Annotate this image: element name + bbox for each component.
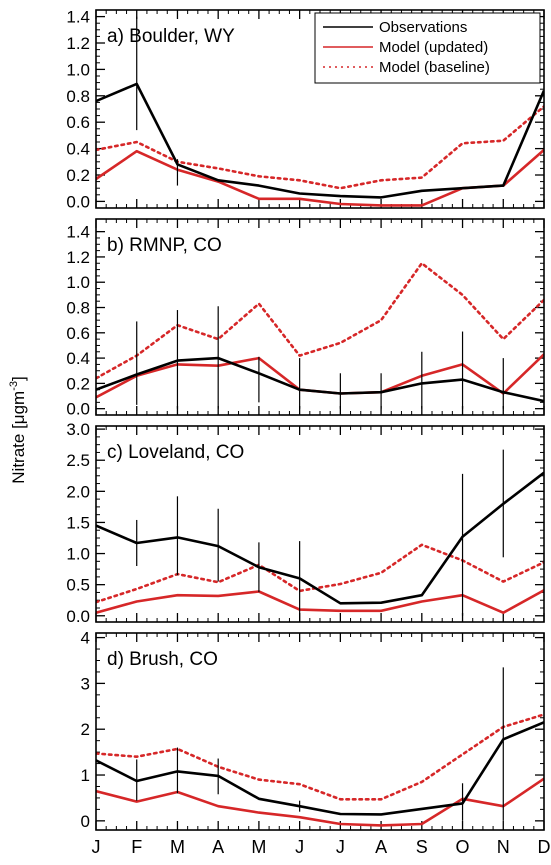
series-line-model-updated bbox=[96, 148, 544, 207]
y-axis-label-superscript: -3 bbox=[8, 381, 20, 391]
y-tick-label: 1.2 bbox=[66, 248, 90, 267]
series-line-observations bbox=[96, 471, 544, 605]
x-tick-label: J bbox=[92, 837, 101, 857]
y-tick-label: 1.5 bbox=[66, 513, 90, 532]
legend-box bbox=[314, 12, 541, 84]
series-line-observations bbox=[96, 356, 544, 403]
y-tick-label: 2.5 bbox=[66, 451, 90, 470]
y-tick-label: 3.0 bbox=[66, 420, 90, 439]
panel-1: 0.0 0.2 0.4 0.6 0.8 1.0 1.2 1.4 a) Boulder, WY bbox=[66, 8, 545, 211]
plot-area bbox=[96, 261, 544, 409]
panel-2: 0.0 0.2 0.4 0.6 0.8 1.0 1.2 1.4 b) RMNP, CO bbox=[66, 218, 545, 419]
legend-label-observations: Observations bbox=[379, 19, 467, 36]
plot-area bbox=[96, 667, 544, 827]
y-axis-label-end: ] bbox=[9, 376, 28, 381]
plot-area bbox=[96, 16, 544, 207]
panel-4: 0 1 2 3 4 d) Brush, CO bbox=[81, 629, 545, 831]
panel-frame bbox=[95, 425, 545, 623]
y-tick-label: 1.0 bbox=[66, 60, 90, 79]
y-tick-label: 0.8 bbox=[66, 299, 90, 318]
x-tick-label: F bbox=[131, 837, 142, 857]
series-line-model-baseline bbox=[96, 543, 544, 604]
legend: Observations Model (updated) Model (baseli… bbox=[314, 12, 541, 84]
panel-title: c) Loveland, CO bbox=[107, 442, 244, 463]
x-tick-label: A bbox=[375, 837, 387, 857]
series-line-model-updated bbox=[96, 777, 544, 827]
panel-title: d) Brush, CO bbox=[107, 649, 218, 670]
y-tick-label: 0.2 bbox=[66, 166, 90, 185]
x-tick-label: M bbox=[170, 837, 185, 857]
plot-area bbox=[96, 449, 544, 622]
y-tick-label: 2.0 bbox=[66, 482, 90, 501]
y-tick-label: 1.4 bbox=[66, 8, 90, 27]
y-tick-label: 1 bbox=[81, 766, 90, 785]
y-tick-label: 1.2 bbox=[66, 34, 90, 53]
y-tick-label: 0.4 bbox=[66, 140, 90, 159]
y-tick-label: 0.6 bbox=[66, 324, 90, 343]
x-tick-label: M bbox=[251, 837, 266, 857]
y-tick-label: 0.2 bbox=[66, 374, 90, 393]
x-tick-label: O bbox=[456, 837, 470, 857]
y-tick-label: 1.4 bbox=[66, 223, 90, 242]
legend-label-model-baseline: Model (baseline) bbox=[379, 59, 490, 76]
panel-3: 0.0 0.5 1.0 1.5 2.0 2.5 3.0 c) Loveland, CO bbox=[66, 420, 545, 626]
y-tick-label: 0.0 bbox=[66, 607, 90, 626]
y-axis-label-text: Nitrate [μgm bbox=[9, 391, 28, 484]
y-tick-label: 2 bbox=[81, 720, 90, 739]
x-tick-label: N bbox=[497, 837, 510, 857]
y-tick-label: 3 bbox=[81, 674, 90, 693]
y-tick-label: 1.0 bbox=[66, 545, 90, 564]
y-tick-label: 0 bbox=[81, 812, 90, 831]
y-tick-label: 0.8 bbox=[66, 87, 90, 106]
series-line-observations bbox=[96, 82, 544, 199]
y-tick-label: 4 bbox=[81, 629, 90, 648]
y-axis-label: Nitrate [μgm-3] bbox=[8, 376, 28, 483]
y-tick-label: 0.5 bbox=[66, 576, 90, 595]
x-tick-label: D bbox=[538, 837, 551, 857]
y-tick-label: 0.0 bbox=[66, 400, 90, 419]
y-tick-label: 1.0 bbox=[66, 273, 90, 292]
y-tick-label: 0.6 bbox=[66, 113, 90, 132]
svg-text:Nitrate [μgm-3]: Nitrate [μgm-3] bbox=[8, 376, 28, 483]
series-line-model-baseline bbox=[96, 713, 544, 801]
x-tick-label: J bbox=[336, 837, 345, 857]
series-line-model-baseline bbox=[96, 105, 544, 190]
y-tick-label: 0.0 bbox=[66, 192, 90, 211]
panel-frame bbox=[95, 632, 545, 831]
x-tick-label: J bbox=[295, 837, 304, 857]
series-line-model-baseline bbox=[96, 261, 544, 380]
legend-label-model-updated: Model (updated) bbox=[379, 39, 488, 56]
panel-frame bbox=[95, 218, 545, 416]
y-tick-label: 0.4 bbox=[66, 349, 90, 368]
x-tick-label: S bbox=[416, 837, 428, 857]
panel-frame bbox=[95, 9, 545, 209]
panel-title: a) Boulder, WY bbox=[107, 26, 235, 47]
series-line-model-updated bbox=[96, 589, 544, 615]
x-tick-label: A bbox=[212, 837, 224, 857]
panel-title: b) RMNP, CO bbox=[107, 235, 222, 256]
series-line-observations bbox=[96, 721, 544, 816]
